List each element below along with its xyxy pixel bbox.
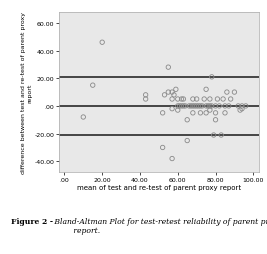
Point (204, 111, 208, 115)
Point (176, 104, 180, 108)
Point (178, 104, 182, 108)
Point (181, 104, 186, 108)
Point (197, 104, 201, 108)
Point (143, 93, 148, 98)
Point (160, 111, 165, 115)
Point (179, 98, 184, 102)
Point (208, 109, 212, 113)
Point (81, 116, 85, 120)
Text: Figure 2 -: Figure 2 - (11, 217, 53, 225)
Point (213, 111, 218, 115)
Point (195, 104, 199, 108)
Point (238, 109, 242, 113)
Point (143, 98, 148, 102)
Point (210, 75, 214, 80)
Point (204, 88, 208, 92)
Point (227, 104, 231, 108)
Point (191, 104, 195, 108)
Point (244, 104, 248, 108)
Point (179, 104, 184, 108)
Point (176, 98, 180, 102)
Point (240, 107, 244, 111)
Point (193, 104, 197, 108)
Point (189, 104, 193, 108)
Point (195, 98, 199, 102)
Point (181, 98, 186, 102)
Point (236, 104, 240, 108)
Text: Bland-Altman Plot for test-retest reliability of parent proxy
         report.: Bland-Altman Plot for test-retest reliab… (52, 217, 267, 234)
Point (172, 93, 176, 98)
Point (187, 104, 191, 108)
Point (91, 84, 95, 88)
Point (170, 91, 174, 95)
Point (170, 107, 174, 111)
Point (210, 104, 214, 108)
Point (162, 93, 167, 98)
Point (213, 104, 218, 108)
Point (208, 98, 212, 102)
Point (100, 41, 104, 45)
Point (191, 98, 195, 102)
Point (191, 111, 195, 115)
Point (185, 139, 189, 143)
Point (204, 104, 208, 108)
Point (211, 133, 216, 137)
Point (223, 104, 227, 108)
Point (198, 104, 203, 108)
Point (215, 98, 219, 102)
Point (200, 104, 205, 108)
Point (232, 91, 237, 95)
Point (240, 104, 244, 108)
Point (170, 157, 174, 161)
Point (174, 88, 178, 92)
Point (185, 118, 189, 122)
X-axis label: mean of test and re-test of parent proxy report: mean of test and re-test of parent proxy… (77, 185, 241, 190)
Point (225, 91, 229, 95)
Point (221, 98, 225, 102)
Point (219, 133, 223, 137)
Point (198, 111, 203, 115)
Point (229, 98, 233, 102)
Point (208, 104, 212, 108)
Point (176, 109, 180, 113)
Point (183, 104, 187, 108)
Point (206, 104, 210, 108)
Point (160, 146, 165, 150)
Point (223, 111, 227, 115)
Point (166, 66, 170, 70)
Point (202, 98, 206, 102)
Point (166, 91, 170, 95)
Y-axis label: difference between test and re-test of parent proxy
report: difference between test and re-test of p… (21, 12, 32, 173)
Point (217, 104, 221, 108)
Point (170, 98, 174, 102)
Point (213, 118, 218, 122)
